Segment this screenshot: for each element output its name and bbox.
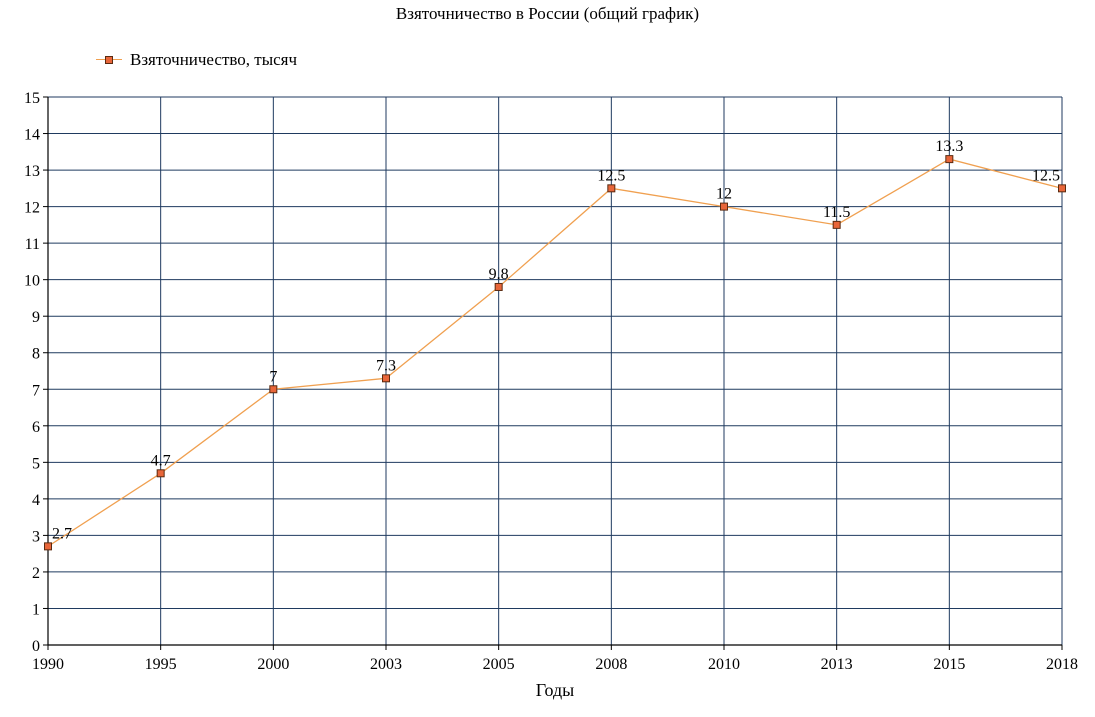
chart-title: Взяточничество в России (общий график): [395, 4, 700, 23]
data-point: [269, 385, 278, 394]
x-tick-label: 2003: [370, 656, 402, 673]
data-label: 2.7: [52, 525, 72, 542]
legend-line-marker: [96, 54, 122, 66]
x-tick-label: 2010: [708, 656, 740, 673]
data-label: 7: [269, 368, 277, 385]
data-label: 13.3: [935, 138, 963, 155]
series-line: [47, 158, 1063, 547]
y-tick-label: 2: [32, 565, 40, 582]
data-point: [607, 184, 616, 193]
data-point: [44, 542, 52, 551]
x-tick-label: 2000: [257, 656, 289, 673]
y-tick-label: 3: [32, 528, 40, 545]
y-tick-label: 7: [32, 382, 40, 399]
data-point: [494, 282, 503, 291]
y-tick-label: 5: [32, 455, 40, 472]
legend-square-marker: [105, 56, 113, 64]
y-tick-label: 9: [32, 309, 40, 326]
x-tick-label: 2005: [483, 656, 515, 673]
y-tick-label: 8: [32, 346, 40, 363]
x-tick-label: 2008: [595, 656, 627, 673]
data-label: 4.7: [151, 452, 171, 469]
legend-label: Взяточничество, тысяч: [130, 50, 298, 69]
data-point: [156, 469, 165, 478]
y-tick-label: 10: [24, 273, 40, 290]
legend: Взяточничество, тысяч: [96, 50, 297, 70]
x-tick-label: 1995: [145, 656, 177, 673]
y-tick-label: 12: [24, 200, 40, 217]
data-point: [720, 202, 728, 211]
x-tick-label: 2018: [1046, 656, 1078, 673]
x-tick-label: 2015: [933, 656, 965, 673]
y-tick-label: 11: [25, 236, 40, 253]
y-tick-label: 15: [24, 90, 40, 107]
y-tick-label: 4: [32, 492, 40, 509]
data-point: [832, 220, 841, 229]
data-point: [1058, 184, 1066, 193]
y-tick-label: 13: [24, 163, 40, 180]
data-label: 12: [716, 186, 732, 203]
y-tick-label: 1: [32, 601, 40, 618]
data-point: [945, 155, 954, 164]
data-label: 9.8: [489, 266, 509, 283]
data-label: 12.5: [597, 167, 625, 184]
y-tick-label: 14: [24, 127, 40, 144]
data-label: 7.3: [376, 357, 396, 374]
y-tick-label: 6: [32, 419, 40, 436]
x-tick-label: 2013: [821, 656, 853, 673]
data-label: 11.5: [823, 204, 850, 221]
data-point: [382, 374, 390, 383]
y-tick-label: 0: [32, 638, 40, 655]
data-label: 12.5: [1032, 167, 1060, 184]
x-tick-label: 1990: [32, 656, 64, 673]
x-axis-title: Годы: [535, 680, 575, 700]
